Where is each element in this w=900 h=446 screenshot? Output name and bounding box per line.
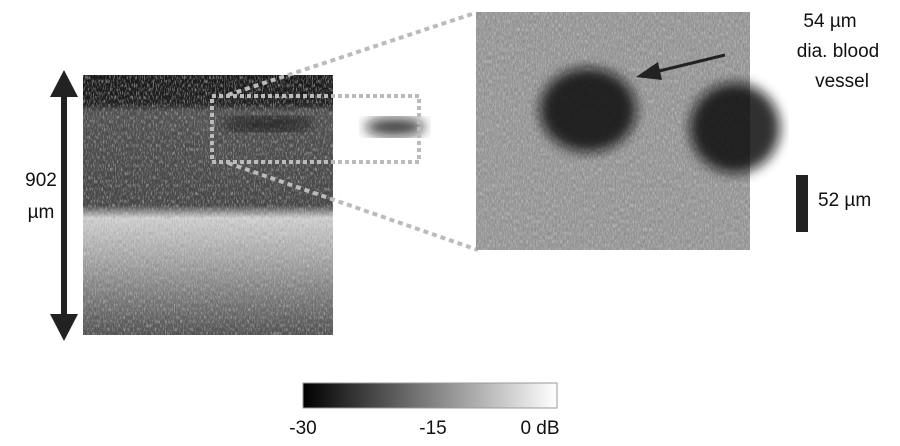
zoom-box bbox=[210, 94, 421, 164]
colorbar-tick-label: -30 bbox=[289, 418, 316, 439]
pointer-arrow bbox=[654, 53, 726, 74]
zoom-line bbox=[227, 161, 479, 252]
inset-image bbox=[476, 12, 780, 250]
scale-label: 902 bbox=[25, 170, 57, 191]
colorbar-tick-label: -15 bbox=[419, 418, 446, 439]
annotation: 54 µm bbox=[803, 11, 856, 32]
colorbar-tick-label: 0 dB bbox=[520, 418, 559, 439]
zoom-line bbox=[227, 12, 473, 97]
depth-arrow bbox=[50, 70, 78, 341]
colorbar bbox=[302, 382, 558, 409]
scale-label: µm bbox=[28, 202, 55, 223]
annotation: dia. blood bbox=[797, 41, 879, 62]
scale-bar-label: 52 µm bbox=[818, 190, 871, 211]
scale-bar bbox=[796, 175, 808, 232]
annotation: vessel bbox=[815, 71, 869, 92]
pointer-arrow-head bbox=[636, 62, 662, 80]
oct-image bbox=[83, 75, 425, 335]
